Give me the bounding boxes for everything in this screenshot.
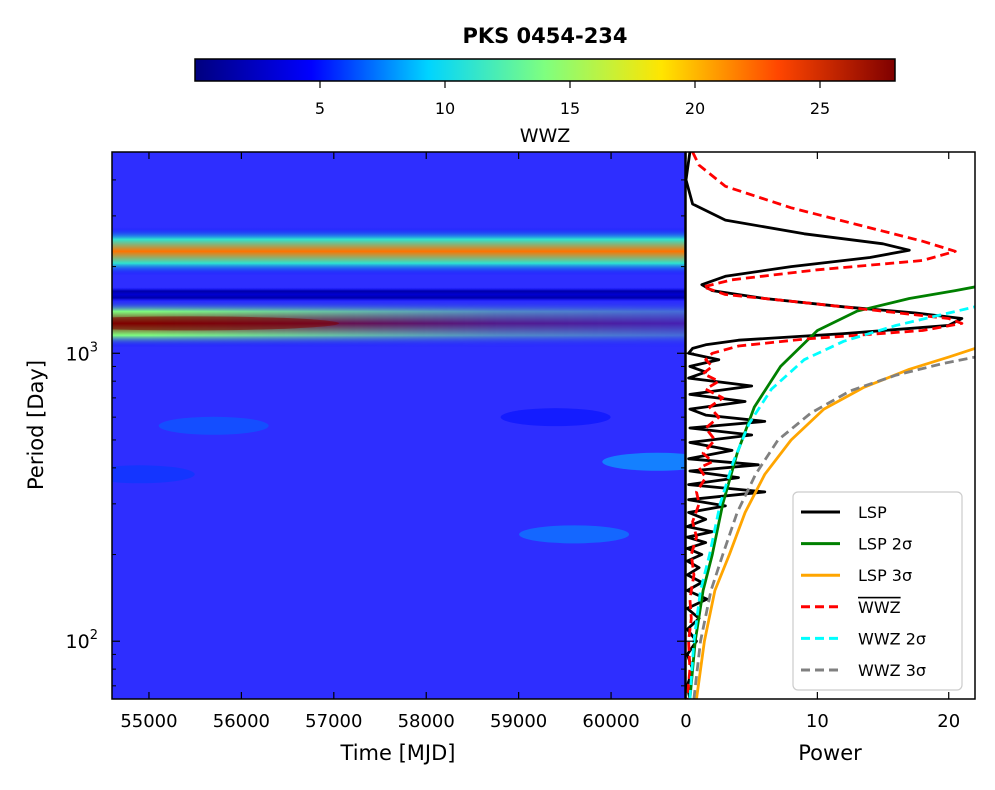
heatmap-blob bbox=[500, 408, 611, 427]
x-tick-label: 56000 bbox=[213, 711, 270, 732]
x-tick-label: 58000 bbox=[398, 711, 455, 732]
power-axis-label: Power bbox=[798, 741, 862, 765]
x-tick-label: 59000 bbox=[490, 711, 547, 732]
legend-label: LSP bbox=[858, 503, 887, 522]
colorbar: 5 10 15 20 25 WWZ bbox=[194, 58, 896, 147]
y-axis-label: Period [Day] bbox=[24, 360, 48, 490]
legend-label: LSP 3σ bbox=[858, 566, 912, 585]
series-lsp-2--line bbox=[688, 285, 975, 699]
colorbar-tick-label: 25 bbox=[810, 99, 830, 118]
colorbar-tick-label: 20 bbox=[685, 99, 705, 118]
heatmap-band-core bbox=[112, 316, 339, 331]
heatmap-band bbox=[112, 287, 685, 302]
series-wwz-2--line bbox=[688, 305, 975, 699]
x-tick-label: 57000 bbox=[305, 711, 362, 732]
heatmap-band bbox=[112, 227, 685, 276]
heatmap-blob bbox=[112, 465, 195, 484]
colorbar-tick-label: 10 bbox=[435, 99, 455, 118]
legend-label: LSP 2σ bbox=[858, 535, 912, 554]
colorbar-gradient bbox=[194, 58, 896, 82]
y-tick-label: 103 bbox=[66, 340, 98, 365]
x-tick-label: 60000 bbox=[582, 711, 639, 732]
legend-label: WWZ bbox=[858, 598, 901, 617]
legend-box bbox=[792, 491, 963, 691]
colorbar-tick-label: 15 bbox=[560, 99, 580, 118]
power-tick-label: 10 bbox=[806, 711, 829, 732]
legend-label: WWZ 3σ bbox=[858, 661, 926, 680]
power-axes: 0 10 20 bbox=[680, 152, 960, 732]
series-wwz-line bbox=[686, 152, 964, 699]
power-plot-area bbox=[686, 152, 975, 699]
colorbar-ticks: 5 10 15 20 25 bbox=[315, 81, 830, 118]
heatmap-blob bbox=[158, 416, 269, 435]
x-tick-label: 55000 bbox=[120, 711, 177, 732]
power-tick-label: 20 bbox=[937, 711, 960, 732]
chart-title: PKS 0454-234 bbox=[462, 24, 627, 48]
x-axis-label: Time [MJD] bbox=[340, 741, 456, 765]
series-wwz-3--line bbox=[692, 355, 975, 699]
legend-label: WWZ 2σ bbox=[858, 629, 926, 648]
power-tick-label: 0 bbox=[680, 711, 691, 732]
heatmap-plot-area bbox=[112, 152, 685, 699]
y-tick-label: 102 bbox=[66, 628, 98, 653]
series-lsp-3--line bbox=[695, 347, 975, 699]
heatmap-blob bbox=[519, 525, 630, 544]
colorbar-label: WWZ bbox=[520, 125, 571, 147]
heatmap-blob bbox=[602, 452, 685, 471]
legend: LSP LSP 2σ LSP 3σ WWZ WWZ 2σ WWZ 3σ bbox=[792, 491, 963, 691]
heatmap-panel: 55000 56000 57000 58000 59000 60000 102 103 Tim… bbox=[24, 151, 686, 765]
heatmap-axes: 55000 56000 57000 58000 59000 60000 102 103 bbox=[66, 151, 685, 732]
colorbar-tick-label: 5 bbox=[315, 99, 325, 118]
